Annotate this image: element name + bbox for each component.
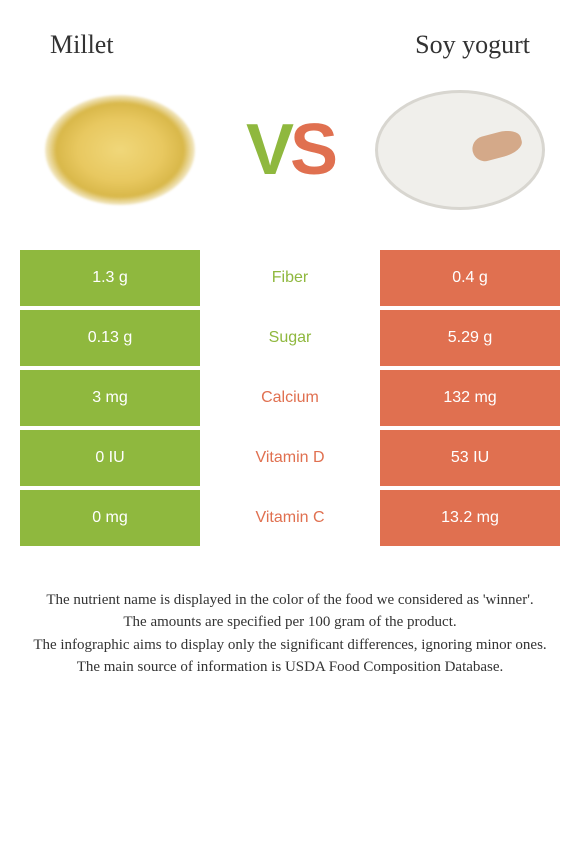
nutrient-name-cell: Calcium (200, 370, 380, 426)
table-row: 1.3 gFiber0.4 g (20, 250, 560, 306)
left-value-cell: 0 IU (20, 430, 200, 486)
images-row: VS (20, 80, 560, 250)
footer-line: The nutrient name is displayed in the co… (30, 590, 550, 610)
left-value-cell: 0.13 g (20, 310, 200, 366)
comparison-infographic: Millet Soy yogurt VS 1.3 gFiber0.4 g0.13… (0, 0, 580, 699)
left-value-cell: 3 mg (20, 370, 200, 426)
table-row: 0 IUVitamin D53 IU (20, 430, 560, 486)
nutrient-name-cell: Fiber (200, 250, 380, 306)
footer-line: The infographic aims to display only the… (30, 635, 550, 655)
left-food-title: Millet (50, 30, 114, 60)
footer-notes: The nutrient name is displayed in the co… (20, 550, 560, 677)
vs-s-letter: S (290, 110, 334, 190)
nutrient-table: 1.3 gFiber0.4 g0.13 gSugar5.29 g3 mgCalc… (20, 250, 560, 546)
table-row: 3 mgCalcium132 mg (20, 370, 560, 426)
right-value-cell: 5.29 g (380, 310, 560, 366)
nutrient-name-cell: Vitamin D (200, 430, 380, 486)
millet-image (30, 80, 210, 220)
nutrient-name-cell: Sugar (200, 310, 380, 366)
nutrient-name-cell: Vitamin C (200, 490, 380, 546)
yogurt-image (370, 80, 550, 220)
table-row: 0.13 gSugar5.29 g (20, 310, 560, 366)
left-value-cell: 0 mg (20, 490, 200, 546)
right-value-cell: 53 IU (380, 430, 560, 486)
right-value-cell: 0.4 g (380, 250, 560, 306)
footer-line: The main source of information is USDA F… (30, 657, 550, 677)
vs-v-letter: V (246, 110, 290, 190)
right-value-cell: 13.2 mg (380, 490, 560, 546)
table-row: 0 mgVitamin C13.2 mg (20, 490, 560, 546)
footer-line: The amounts are specified per 100 gram o… (30, 612, 550, 632)
header-titles: Millet Soy yogurt (20, 20, 560, 80)
left-value-cell: 1.3 g (20, 250, 200, 306)
vs-label: VS (246, 109, 334, 191)
right-value-cell: 132 mg (380, 370, 560, 426)
right-food-title: Soy yogurt (415, 30, 530, 60)
